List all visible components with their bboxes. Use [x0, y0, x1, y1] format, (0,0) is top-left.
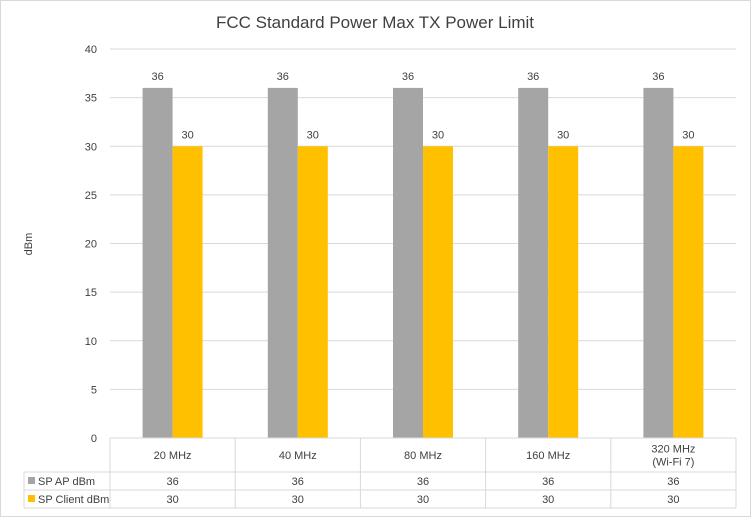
- table-value: 36: [542, 476, 554, 488]
- table-value: 36: [667, 476, 679, 488]
- bar-sp-ap: [267, 87, 298, 439]
- y-tick-label: 40: [85, 44, 97, 56]
- x-tick-label: 320 MHz: [651, 444, 695, 456]
- y-axis-ticks: 0 5 10 15 20 25 30 35 40: [85, 44, 97, 445]
- bar-sp-client: [297, 146, 328, 438]
- bar-sp-ap: [643, 87, 674, 439]
- y-tick-label: 5: [91, 384, 97, 396]
- bars: [142, 87, 704, 439]
- data-table: 20 MHz 40 MHz 80 MHz 160 MHz 320 MHz(Wi-Fi 7…: [23, 437, 737, 509]
- y-tick-label: 25: [85, 190, 97, 202]
- data-label: 30: [432, 129, 444, 141]
- bar-sp-ap: [142, 87, 173, 439]
- legend-key: [28, 495, 35, 502]
- table-value: 36: [166, 476, 178, 488]
- data-label: 36: [527, 71, 539, 83]
- y-axis-label: dBm: [23, 233, 35, 256]
- y-tick-label: 0: [91, 433, 97, 445]
- bar-sp-client: [423, 146, 453, 438]
- data-label: 36: [652, 71, 664, 83]
- data-label: 30: [181, 129, 193, 141]
- x-tick-label: 80 MHz: [404, 450, 442, 462]
- y-tick-label: 35: [85, 93, 97, 105]
- y-tick-label: 10: [85, 336, 97, 348]
- bar-sp-ap: [393, 87, 423, 439]
- x-tick-label: 40 MHz: [279, 450, 317, 462]
- table-value: 30: [542, 494, 554, 506]
- bar-sp-client: [548, 146, 579, 438]
- data-label: 36: [151, 71, 163, 83]
- y-tick-label: 15: [85, 287, 97, 299]
- table-value: 30: [667, 494, 679, 506]
- table-value: 30: [292, 494, 304, 506]
- x-tick-label: 20 MHz: [154, 450, 192, 462]
- legend-series-name: SP AP dBm: [38, 476, 95, 488]
- table-value: 36: [417, 476, 429, 488]
- table-value: 30: [166, 494, 178, 506]
- data-label: 36: [277, 71, 289, 83]
- bar-sp-client: [673, 146, 704, 438]
- x-tick-label: 160 MHz: [526, 450, 570, 462]
- y-tick-label: 30: [85, 141, 97, 153]
- table-value: 30: [417, 494, 429, 506]
- data-labels: 36 36 36 36 36 30 30 30 30 30: [151, 71, 694, 141]
- data-label: 30: [307, 129, 319, 141]
- data-label: 30: [682, 129, 694, 141]
- chart-title: FCC Standard Power Max TX Power Limit: [216, 13, 534, 32]
- data-label: 36: [402, 71, 414, 83]
- bar-sp-client: [172, 146, 203, 438]
- y-tick-label: 20: [85, 239, 97, 251]
- x-tick-label: (Wi-Fi 7): [652, 457, 694, 469]
- legend-series-name: SP Client dBm: [38, 494, 109, 506]
- gridlines: [110, 48, 736, 390]
- data-label: 30: [557, 129, 569, 141]
- bar-sp-ap: [518, 87, 549, 439]
- legend-key: [28, 477, 35, 484]
- table-value: 36: [292, 476, 304, 488]
